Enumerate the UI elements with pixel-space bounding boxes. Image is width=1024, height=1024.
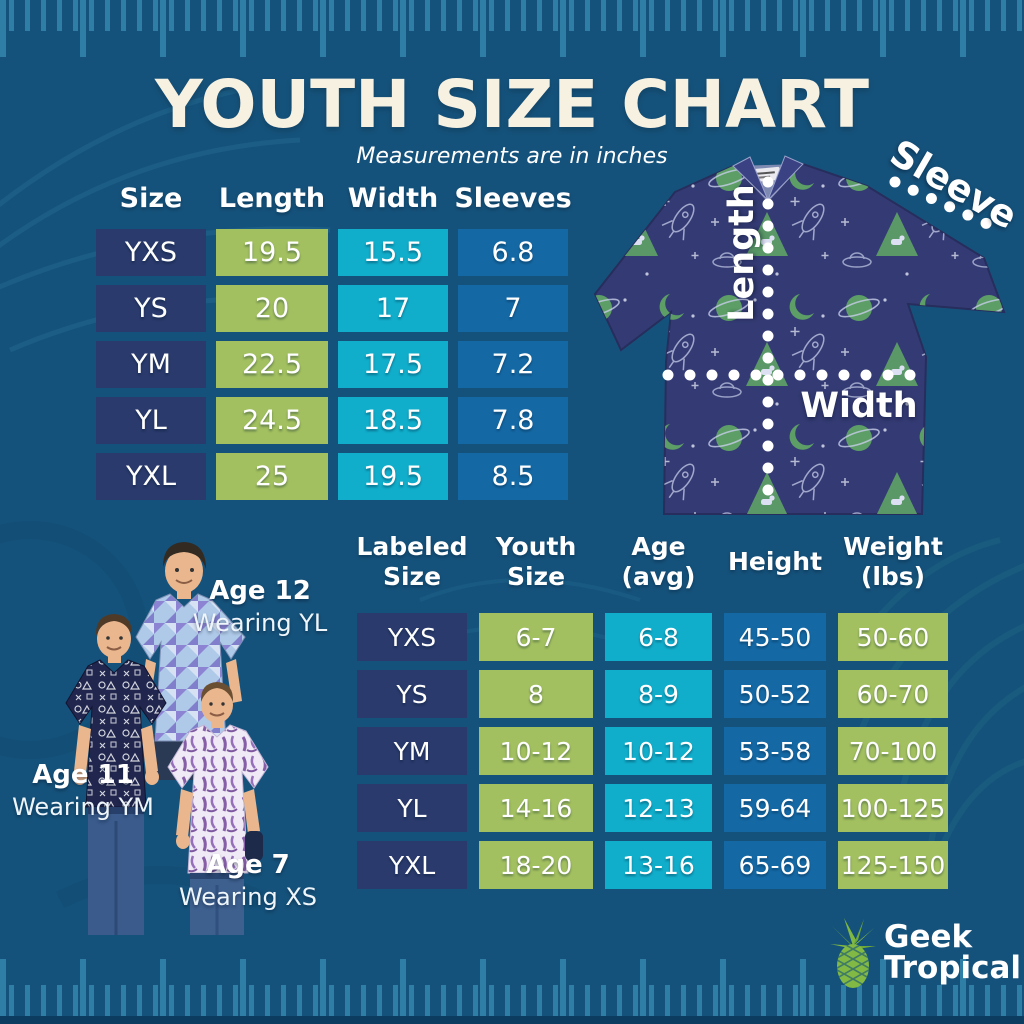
labeled-size-cell: YM (357, 727, 467, 775)
labeled-size-cell: YS (357, 670, 467, 718)
weight-cell: 125-150 (838, 841, 948, 889)
model-wearing-text: Wearing YM (12, 793, 154, 821)
youth-size-cell: 14-16 (479, 784, 593, 832)
labeled-size-cell: YXL (357, 841, 467, 889)
brand-logo: Geek Tropical (830, 916, 1021, 990)
age-cell: 12-13 (605, 784, 712, 832)
subtitle: Measurements are in inches (356, 144, 668, 169)
bottom-edge-strip (0, 1016, 1024, 1024)
youth-size-cell: 6-7 (479, 613, 593, 661)
youth-size-cell: 8 (479, 670, 593, 718)
length-cell: 25 (216, 453, 328, 500)
sleeves-cell: 7.2 (458, 341, 568, 388)
fit-header-height: Height (727, 546, 823, 576)
youth-size-cell: 10-12 (479, 727, 593, 775)
length-diagram-label: Length (722, 184, 762, 322)
weight-cell: 70-100 (838, 727, 948, 775)
width-cell: 15.5 (338, 229, 448, 276)
pineapple-icon (830, 918, 876, 988)
shirt-diagram (593, 155, 1009, 515)
model-wearing-text: Wearing XS (178, 883, 318, 911)
age-cell: 10-12 (605, 727, 712, 775)
age-cell: 13-16 (605, 841, 712, 889)
size-table-header-size: Size (119, 183, 183, 214)
width-cell: 18.5 (338, 397, 448, 444)
width-cell: 19.5 (338, 453, 448, 500)
width-cell: 17 (338, 285, 448, 332)
kid-age-7 (167, 682, 269, 935)
model-wearing-text: Wearing YL (192, 609, 328, 637)
length-cell: 24.5 (216, 397, 328, 444)
youth-size-cell: 18-20 (479, 841, 593, 889)
height-cell: 53-58 (724, 727, 826, 775)
model-label-age-12: Age 12 Wearing YL (185, 576, 335, 637)
size-label-cell: YL (96, 397, 206, 444)
height-cell: 50-52 (724, 670, 826, 718)
sleeve-dotted-line (889, 176, 1009, 237)
kid-models-photo (65, 542, 269, 935)
size-label-cell: YM (96, 341, 206, 388)
length-cell: 20 (216, 285, 328, 332)
model-label-age-7: Age 7 Wearing XS (173, 850, 323, 911)
fit-header-youth-size: Youth Size (495, 531, 577, 592)
model-age-text: Age 11 (32, 760, 134, 790)
fit-header-weight: Weight (lbs) (843, 531, 943, 592)
model-label-age-11: Age 11 Wearing YM (8, 760, 158, 821)
weight-cell: 60-70 (838, 670, 948, 718)
height-cell: 45-50 (724, 613, 826, 661)
size-table-header-length: Length (218, 183, 326, 214)
kid-age-11 (65, 614, 167, 935)
brand-name: Geek Tropical (884, 922, 1021, 984)
fit-header-labeled-size: Labeled Size (356, 531, 468, 592)
fit-header-age: Age (avg) (621, 531, 696, 592)
size-label-cell: YXS (96, 229, 206, 276)
size-label-cell: YS (96, 285, 206, 332)
weight-cell: 100-125 (838, 784, 948, 832)
size-measurement-table: Size Length Width Sleeves YXS 19.5 15.5 … (96, 170, 572, 500)
height-cell: 59-64 (724, 784, 826, 832)
model-age-text: Age 12 (209, 576, 311, 606)
age-fit-table: Labeled Size Youth Size Age (avg) Height… (356, 520, 948, 889)
page-title: YOUTH SIZE CHART (154, 66, 869, 143)
length-cell: 22.5 (216, 341, 328, 388)
size-table-header-width: Width (347, 183, 439, 214)
weight-cell: 50-60 (838, 613, 948, 661)
length-cell: 19.5 (216, 229, 328, 276)
labeled-size-cell: YL (357, 784, 467, 832)
age-cell: 6-8 (605, 613, 712, 661)
sleeves-cell: 7.8 (458, 397, 568, 444)
age-cell: 8-9 (605, 670, 712, 718)
sleeves-cell: 8.5 (458, 453, 568, 500)
brand-name-line2: Tropical (884, 950, 1022, 986)
sleeves-cell: 7 (458, 285, 568, 332)
width-diagram-label: Width (800, 386, 918, 426)
size-label-cell: YXL (96, 453, 206, 500)
size-table-header-sleeves: Sleeves (454, 183, 572, 214)
brand-name-line1: Geek (884, 919, 973, 955)
height-cell: 65-69 (724, 841, 826, 889)
width-cell: 17.5 (338, 341, 448, 388)
sleeves-cell: 6.8 (458, 229, 568, 276)
model-age-text: Age 7 (206, 850, 290, 880)
labeled-size-cell: YXS (357, 613, 467, 661)
